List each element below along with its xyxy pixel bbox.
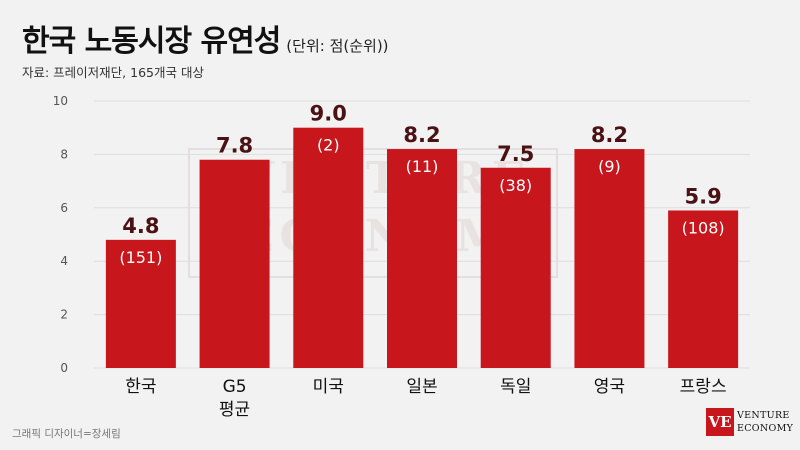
x-category-label: 미국 bbox=[313, 377, 344, 397]
x-category-label: 독일 bbox=[500, 377, 531, 397]
x-category-label: 평균 bbox=[219, 400, 250, 420]
x-category-label: 일본 bbox=[406, 377, 437, 397]
unit-label: (단위: 점(순위)) bbox=[286, 37, 389, 55]
bar bbox=[387, 149, 457, 368]
y-tick-label: 0 bbox=[60, 361, 68, 375]
y-tick-label: 6 bbox=[60, 201, 68, 215]
x-category-label: 영국 bbox=[594, 377, 625, 397]
y-tick-label: 10 bbox=[53, 94, 68, 108]
y-tick-label: 4 bbox=[60, 254, 68, 268]
watermark-line-1: VENTURE bbox=[240, 153, 532, 204]
x-category-label: G5 bbox=[223, 377, 247, 397]
bar bbox=[480, 167, 551, 368]
y-tick-label: 8 bbox=[60, 147, 68, 161]
venture-economy-logo: VE VENTURE ECONOMY bbox=[706, 408, 794, 440]
logo-text-2: ECONOMY bbox=[737, 423, 794, 434]
bar bbox=[105, 239, 176, 368]
bar bbox=[293, 127, 364, 368]
bar-value-label: 8.2 bbox=[403, 123, 440, 147]
bar bbox=[574, 149, 645, 368]
chart-title: 한국 노동시장 유연성 bbox=[22, 24, 281, 59]
bar-value-label: 7.8 bbox=[216, 134, 253, 158]
bar-rank-label: (11) bbox=[406, 157, 439, 176]
bar bbox=[668, 210, 739, 368]
logo-mark: VE bbox=[706, 408, 734, 436]
bar-value-label: 8.2 bbox=[591, 123, 628, 147]
bar-rank-label: (9) bbox=[598, 157, 621, 176]
bar-value-label: 4.8 bbox=[122, 214, 159, 238]
bar-rank-label: (38) bbox=[499, 176, 532, 195]
y-tick-label: 2 bbox=[60, 308, 68, 322]
source-note: 자료: 프레이저재단, 165개국 대상 bbox=[22, 65, 204, 80]
bar-rank-label: (108) bbox=[682, 218, 725, 237]
logo-text-1: VENTURE bbox=[737, 410, 790, 421]
bar-value-label: 7.5 bbox=[497, 142, 534, 166]
x-category-label: 한국 bbox=[125, 377, 156, 397]
bar-rank-label: (2) bbox=[317, 136, 340, 155]
x-category-label: 프랑스 bbox=[680, 377, 727, 397]
designer-credit: 그래픽 디자이너=장세림 bbox=[12, 428, 121, 440]
bar bbox=[199, 159, 270, 368]
bar-rank-label: (151) bbox=[119, 248, 162, 267]
bar-value-label: 9.0 bbox=[310, 102, 347, 126]
bar-value-label: 5.9 bbox=[685, 184, 722, 208]
chart-title-block: 한국 노동시장 유연성 (단위: 점(순위)) bbox=[22, 16, 389, 60]
